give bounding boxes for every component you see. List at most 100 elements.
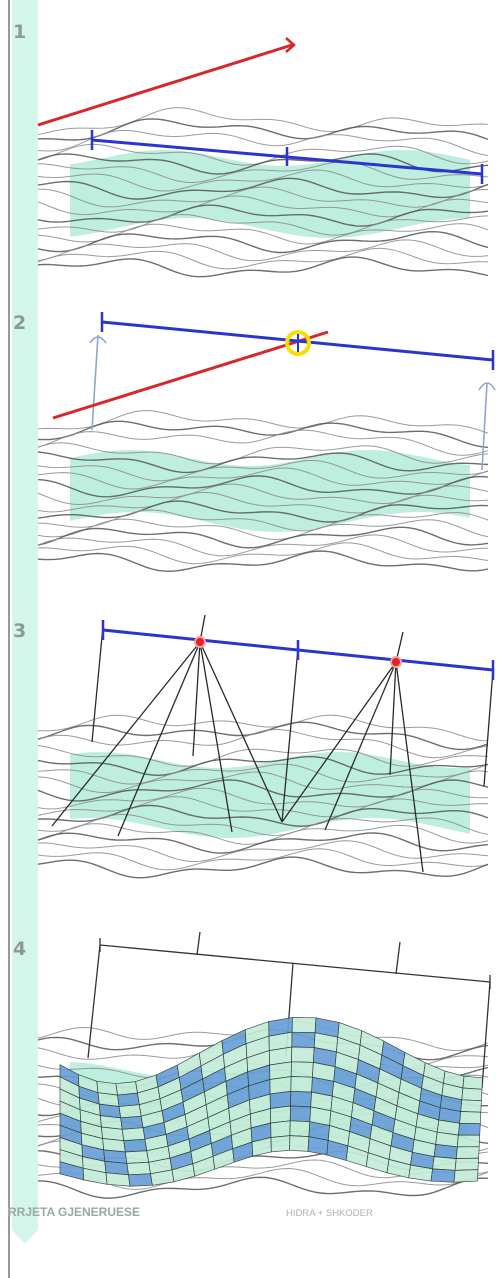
contour-line (37, 848, 489, 871)
contour-line (37, 840, 489, 863)
contour-line (37, 129, 489, 156)
contour-line (37, 813, 489, 836)
panel-2-overlay (52, 312, 496, 471)
contour-line (37, 526, 489, 549)
grid-cell (459, 1111, 482, 1125)
contour-line (38, 186, 488, 208)
footer-subtitle: HIDRA + SHKODER (286, 1208, 373, 1219)
contour-line (37, 429, 489, 456)
step-number-1: 1 (13, 21, 26, 43)
contour-line (37, 467, 489, 490)
grid-cell (270, 1120, 291, 1138)
grid-cell (291, 1046, 315, 1063)
contour-line (37, 107, 489, 136)
contour-line (37, 1167, 489, 1190)
terrain-fill (70, 150, 470, 238)
grid-cell (117, 1092, 140, 1107)
grid-cell (462, 1075, 483, 1090)
contour-line (37, 832, 489, 854)
contour-line (37, 247, 489, 270)
contour-line (37, 230, 489, 254)
grid-cell (455, 1146, 480, 1159)
contour-line (37, 256, 489, 278)
grid-cell (456, 1134, 481, 1148)
contour-line (37, 756, 489, 777)
contour-line (37, 410, 489, 434)
grid-cell (291, 1031, 316, 1048)
panel-4-overlay (87, 931, 491, 1089)
contour-line (37, 213, 489, 236)
intersection-highlight (285, 330, 311, 356)
contour-line (37, 460, 489, 482)
panel-1-overlay (37, 37, 484, 184)
grid-cell (128, 1173, 153, 1187)
accent-strip (12, 0, 38, 1230)
grid-cell (118, 1104, 142, 1119)
contour-line (37, 451, 489, 474)
contour-line (37, 763, 489, 785)
contour-line (37, 534, 488, 557)
grid-cell (430, 1168, 456, 1183)
contour-line (37, 542, 489, 565)
contour-line (37, 239, 489, 262)
contour-line (37, 420, 489, 448)
contour-line (37, 550, 489, 573)
grid-cell (289, 1135, 310, 1152)
grid-cell (123, 1138, 148, 1153)
contour-line (37, 442, 489, 465)
contour-line (37, 856, 489, 879)
contour-line (37, 796, 489, 818)
contour-line (37, 770, 489, 794)
grid-cell (289, 1120, 311, 1137)
contour-line (37, 177, 489, 200)
contour-line (37, 1176, 489, 1199)
contour-line (37, 745, 489, 767)
grid-cell (290, 1076, 313, 1093)
grid-cell (270, 1105, 291, 1124)
grid-cell (105, 1172, 131, 1187)
grid-cell (289, 1105, 312, 1123)
grid-cell (124, 1150, 150, 1164)
grid-cell (290, 1090, 312, 1108)
contour-line (37, 153, 489, 175)
contour-line (37, 500, 489, 523)
grid-cell (461, 1087, 483, 1102)
grid-cell (453, 1169, 479, 1183)
grid-cell (432, 1156, 457, 1171)
grid-cell (291, 1017, 317, 1034)
grid-cell (120, 1115, 144, 1130)
contour-line (37, 204, 489, 227)
panel-3-overlay (51, 614, 495, 873)
contour-line (37, 714, 489, 742)
contour-line (37, 728, 489, 759)
grid-cell (126, 1161, 151, 1176)
terrain-panel-2 (37, 410, 489, 573)
red-axis-line (52, 330, 329, 420)
grid-cell (454, 1157, 479, 1171)
contour-line (37, 161, 489, 183)
generated-grid-mesh (59, 1017, 483, 1187)
contour-line (37, 804, 489, 827)
contour-line (37, 518, 489, 540)
red-axis-line (37, 43, 293, 127)
grid-cell (458, 1122, 481, 1136)
grid-cell (270, 1135, 291, 1153)
accent-strip-tip (12, 1230, 38, 1244)
step-number-2: 2 (13, 312, 26, 334)
step-number-3: 3 (13, 620, 26, 642)
grid-cell (460, 1099, 482, 1113)
terrain-panel-1 (37, 107, 489, 278)
contour-line (37, 491, 489, 514)
contour-line (37, 169, 489, 192)
step-number-4: 4 (13, 938, 26, 960)
contour-line (37, 721, 489, 751)
contour-line (37, 475, 489, 498)
footer-title: RRJETA GJENERUESE (8, 1205, 140, 1219)
grid-cell (121, 1127, 146, 1142)
contour-line (37, 118, 489, 141)
grid-cell (269, 1090, 292, 1109)
red-arrowhead (285, 37, 296, 53)
grid-cell (290, 1061, 314, 1078)
grid-cell (433, 1144, 458, 1159)
